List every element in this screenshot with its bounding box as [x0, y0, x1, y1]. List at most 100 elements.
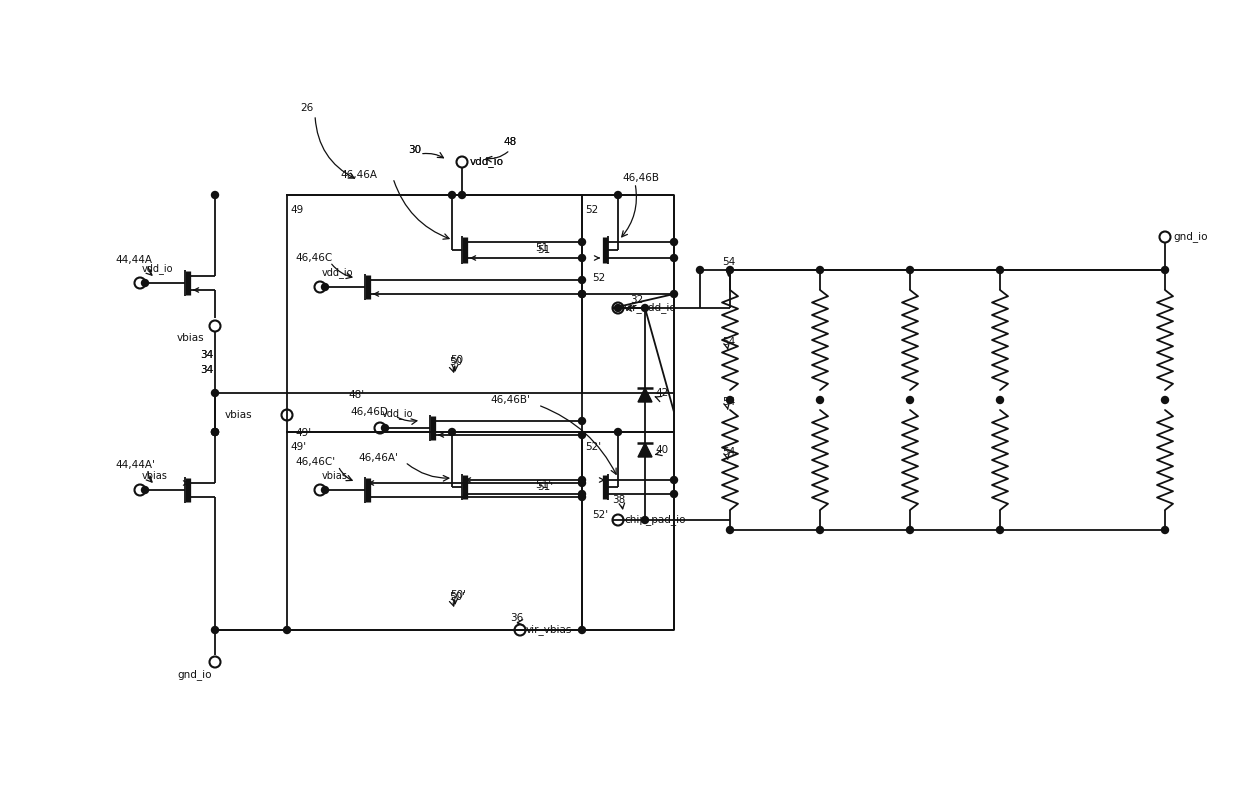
Circle shape — [671, 490, 677, 498]
Circle shape — [579, 277, 585, 283]
Text: 49: 49 — [290, 205, 304, 215]
Text: 42: 42 — [655, 388, 668, 398]
Text: 52': 52' — [591, 510, 608, 520]
Circle shape — [697, 266, 703, 273]
Circle shape — [615, 429, 621, 435]
Circle shape — [459, 192, 465, 198]
Circle shape — [997, 266, 1003, 273]
Circle shape — [1162, 266, 1168, 273]
Text: 51: 51 — [537, 245, 551, 255]
Circle shape — [284, 626, 290, 633]
Polygon shape — [639, 443, 652, 457]
Circle shape — [212, 626, 218, 633]
Text: vbias: vbias — [322, 471, 348, 481]
Text: vdd_io: vdd_io — [322, 268, 353, 278]
Text: 34: 34 — [200, 365, 213, 375]
Text: 54: 54 — [722, 447, 735, 457]
Text: 52: 52 — [591, 273, 605, 283]
Text: 48': 48' — [348, 390, 365, 400]
Circle shape — [579, 290, 585, 298]
Circle shape — [579, 290, 585, 298]
Circle shape — [579, 480, 585, 486]
Text: chip_pad_io: chip_pad_io — [624, 515, 686, 526]
Circle shape — [1162, 527, 1168, 533]
Circle shape — [321, 486, 329, 493]
Circle shape — [449, 429, 455, 435]
Text: 46,46C': 46,46C' — [295, 457, 335, 467]
Text: 50: 50 — [450, 355, 463, 365]
Circle shape — [615, 192, 621, 198]
Text: vbias: vbias — [177, 333, 205, 343]
Circle shape — [671, 290, 677, 298]
Circle shape — [579, 417, 585, 425]
Text: 46,46A': 46,46A' — [358, 453, 398, 463]
Text: 34: 34 — [200, 365, 213, 375]
Circle shape — [579, 493, 585, 501]
Circle shape — [671, 477, 677, 484]
Circle shape — [141, 279, 149, 286]
Text: 46,46B: 46,46B — [622, 173, 658, 183]
Text: 52': 52' — [585, 442, 601, 452]
Text: 30: 30 — [408, 145, 422, 155]
Circle shape — [816, 266, 823, 273]
Circle shape — [671, 239, 677, 245]
Text: 49': 49' — [295, 428, 311, 438]
Circle shape — [579, 490, 585, 498]
Text: 48: 48 — [503, 137, 516, 147]
Circle shape — [727, 266, 734, 273]
Circle shape — [212, 192, 218, 198]
Circle shape — [579, 626, 585, 633]
Circle shape — [1162, 396, 1168, 404]
Circle shape — [906, 396, 914, 404]
Text: vdd_io: vdd_io — [470, 157, 503, 167]
Circle shape — [579, 239, 585, 245]
Circle shape — [727, 396, 734, 404]
Text: 32: 32 — [630, 295, 644, 305]
Text: gnd_io: gnd_io — [1173, 231, 1208, 243]
Text: 30: 30 — [408, 145, 422, 155]
Text: 46,46A: 46,46A — [340, 170, 377, 180]
Text: 50: 50 — [449, 357, 463, 367]
Text: 38: 38 — [613, 495, 625, 505]
Circle shape — [449, 192, 455, 198]
Circle shape — [579, 255, 585, 261]
Text: 26: 26 — [300, 103, 314, 113]
Text: 54: 54 — [722, 397, 735, 407]
Circle shape — [382, 425, 388, 431]
Circle shape — [997, 396, 1003, 404]
Circle shape — [816, 527, 823, 533]
Text: 50': 50' — [450, 590, 466, 600]
Text: vir_vdd_io: vir_vdd_io — [624, 303, 677, 313]
Text: 54: 54 — [722, 257, 735, 267]
Text: 48: 48 — [503, 137, 516, 147]
Text: 46,46B': 46,46B' — [490, 395, 529, 405]
Text: 34: 34 — [200, 350, 213, 360]
Circle shape — [615, 304, 621, 311]
Circle shape — [141, 486, 149, 493]
Text: vbias: vbias — [143, 471, 167, 481]
Circle shape — [212, 429, 218, 435]
Text: 54: 54 — [722, 337, 735, 347]
Polygon shape — [639, 388, 652, 402]
Text: 34: 34 — [200, 350, 213, 360]
Circle shape — [321, 283, 329, 290]
Text: 51': 51' — [534, 480, 551, 490]
Circle shape — [727, 527, 734, 533]
Text: 44,44A': 44,44A' — [115, 460, 155, 470]
Circle shape — [816, 396, 823, 404]
Circle shape — [906, 527, 914, 533]
Circle shape — [641, 516, 649, 523]
Text: vdd_io: vdd_io — [143, 264, 174, 274]
Text: vdd_io: vdd_io — [382, 409, 413, 419]
Text: 36: 36 — [510, 613, 523, 623]
Circle shape — [671, 255, 677, 261]
Circle shape — [212, 389, 218, 396]
Circle shape — [579, 431, 585, 438]
Text: vdd_io: vdd_io — [470, 157, 503, 167]
Text: 44,44A: 44,44A — [115, 255, 153, 265]
Text: 50': 50' — [449, 592, 465, 602]
Text: 49': 49' — [290, 442, 306, 452]
Text: 46,46D: 46,46D — [350, 407, 388, 417]
Text: 52: 52 — [585, 205, 598, 215]
Text: 51: 51 — [534, 243, 548, 253]
